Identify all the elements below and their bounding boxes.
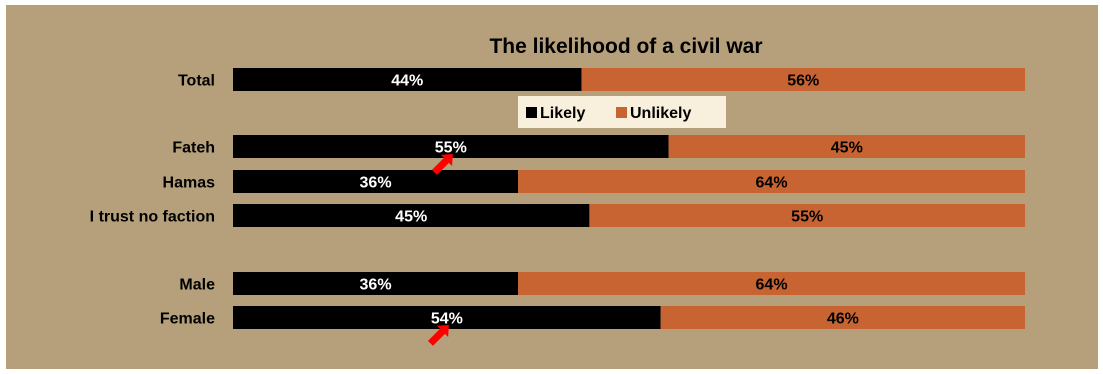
legend: Likely Unlikely	[518, 96, 726, 128]
chart-frame: The likelihood of a civil war Total 44% 56…	[6, 5, 1098, 369]
legend-label-unlikely: Unlikely	[630, 105, 691, 122]
data-label-unlikely-male: 64%	[756, 277, 788, 294]
data-label-likely-fateh: 55%	[435, 140, 467, 157]
legend-swatch-unlikely	[616, 107, 627, 118]
data-label-likely-hamas: 36%	[360, 175, 392, 192]
stacked-bar-chart: The likelihood of a civil war Total 44% 56…	[90, 35, 1025, 346]
bar-likely-fateh	[233, 135, 669, 158]
bars-layer: Total 44% 56% Fateh 55% 45% Hamas 36% 64% I trust…	[90, 68, 1025, 329]
category-label-female: Female	[160, 311, 215, 328]
bar-unlikely-fateh	[668, 135, 1025, 158]
data-label-unlikely-female: 46%	[827, 311, 859, 328]
data-label-unlikely-total: 56%	[787, 73, 819, 90]
bar-likely-total	[233, 68, 582, 91]
category-label-fateh: Fateh	[172, 140, 215, 157]
data-label-unlikely-i-trust-no-faction: 55%	[791, 209, 823, 226]
highlight-arrow-shape-female	[427, 325, 449, 346]
data-label-unlikely-hamas: 64%	[756, 175, 788, 192]
category-label-male: Male	[179, 277, 215, 294]
data-label-unlikely-fateh: 45%	[831, 140, 863, 157]
bar-unlikely-i-trust-no-faction	[589, 204, 1025, 227]
highlight-arrow-female	[427, 325, 449, 346]
legend-swatch-likely	[526, 107, 537, 118]
highlight-arrow-fateh	[431, 154, 453, 175]
chart-title: The likelihood of a civil war	[489, 35, 762, 58]
bar-unlikely-hamas	[518, 170, 1025, 193]
legend-label-likely: Likely	[540, 105, 585, 122]
highlight-arrow-shape-fateh	[431, 154, 453, 175]
bar-likely-i-trust-no-faction	[233, 204, 590, 227]
category-label-hamas: Hamas	[163, 175, 216, 192]
bar-likely-male	[233, 272, 519, 295]
bar-likely-hamas	[233, 170, 519, 193]
bar-unlikely-male	[518, 272, 1025, 295]
bar-unlikely-total	[581, 68, 1025, 91]
bar-unlikely-female	[660, 306, 1025, 329]
data-label-likely-male: 36%	[360, 277, 392, 294]
data-label-likely-i-trust-no-faction: 45%	[395, 209, 427, 226]
data-label-likely-female: 54%	[431, 311, 463, 328]
data-label-likely-total: 44%	[391, 73, 423, 90]
bar-likely-female	[233, 306, 661, 329]
category-label-i-trust-no-faction: I trust no faction	[90, 209, 215, 226]
arrows-layer	[427, 154, 453, 346]
category-label-total: Total	[178, 73, 215, 90]
